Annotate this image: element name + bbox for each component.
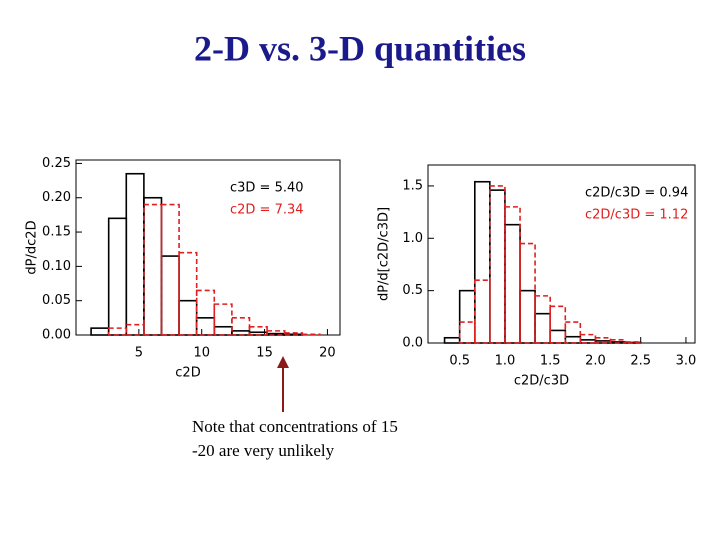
bar (248, 325, 268, 336)
y-tick-label: 0.5 (402, 283, 423, 298)
bar (125, 323, 145, 336)
bar (213, 303, 233, 336)
y-tick-label: 0.15 (42, 225, 71, 240)
legend-entry: c2D/c3D = 1.12 (585, 208, 688, 223)
slide-title: 2-D vs. 3-D quantities (194, 28, 526, 68)
bar (458, 321, 476, 344)
x-tick-label: 10 (193, 346, 210, 361)
y-tick-label: 1.5 (402, 178, 423, 193)
bar (489, 185, 506, 344)
y-tick-label: 0.25 (42, 156, 71, 171)
bar (143, 196, 163, 336)
bar (143, 203, 163, 336)
y-tick-label: 0.0 (402, 336, 423, 351)
bar (107, 327, 128, 336)
x-tick-label: 1.0 (495, 354, 516, 369)
x-axis-label: c2D (175, 366, 200, 381)
bar (519, 289, 536, 344)
y-tick-label: 0.00 (42, 328, 71, 343)
bar (549, 329, 567, 344)
bar (624, 341, 642, 344)
x-tick-label: 3.0 (676, 354, 697, 369)
legend-entry: c2D/c3D = 0.94 (585, 186, 688, 201)
arrow-head (277, 356, 289, 368)
bar (473, 180, 491, 344)
bar (534, 312, 551, 344)
bar (564, 335, 582, 344)
y-tick-label: 0.05 (42, 293, 71, 308)
y-tick-label: 0.10 (42, 259, 71, 274)
bar (178, 299, 198, 336)
legend-entry: c2D = 7.34 (230, 203, 304, 218)
y-tick-label: 0.20 (42, 190, 71, 205)
bar (473, 279, 491, 344)
bar (160, 203, 180, 336)
bar (549, 305, 567, 344)
bar (564, 321, 582, 344)
bar (213, 325, 233, 336)
x-tick-label: 2.0 (585, 354, 606, 369)
bar (489, 189, 506, 344)
bar (160, 255, 180, 336)
x-tick-label: 1.5 (540, 354, 561, 369)
x-tick-label: 5 (135, 346, 143, 361)
bar (504, 223, 521, 344)
x-tick-label: 0.5 (449, 354, 470, 369)
bar (443, 336, 461, 344)
y-axis-label: dP/d[c2D/c3D] (377, 207, 392, 301)
x-axis-label: c2D/c3D (514, 374, 569, 389)
y-tick-label: 1.0 (402, 231, 423, 246)
bar (195, 289, 216, 336)
bar (195, 317, 216, 336)
bar (519, 242, 536, 344)
y-axis-label: dP/dc2D (25, 220, 40, 274)
bar (107, 217, 128, 336)
x-tick-label: 2.5 (630, 354, 651, 369)
bar (458, 289, 476, 344)
bar (504, 206, 521, 344)
bar (125, 172, 145, 336)
legend-entry: c3D = 5.40 (230, 181, 304, 196)
bar (301, 333, 321, 336)
bar (90, 327, 110, 336)
bar (579, 333, 597, 344)
note-line: -20 are very unlikely (192, 441, 335, 460)
bar (178, 251, 198, 336)
bar (231, 317, 251, 336)
note-line: Note that concentrations of 15 (192, 417, 398, 436)
bar (534, 295, 551, 344)
x-tick-label: 15 (256, 346, 273, 361)
x-tick-label: 20 (319, 346, 336, 361)
